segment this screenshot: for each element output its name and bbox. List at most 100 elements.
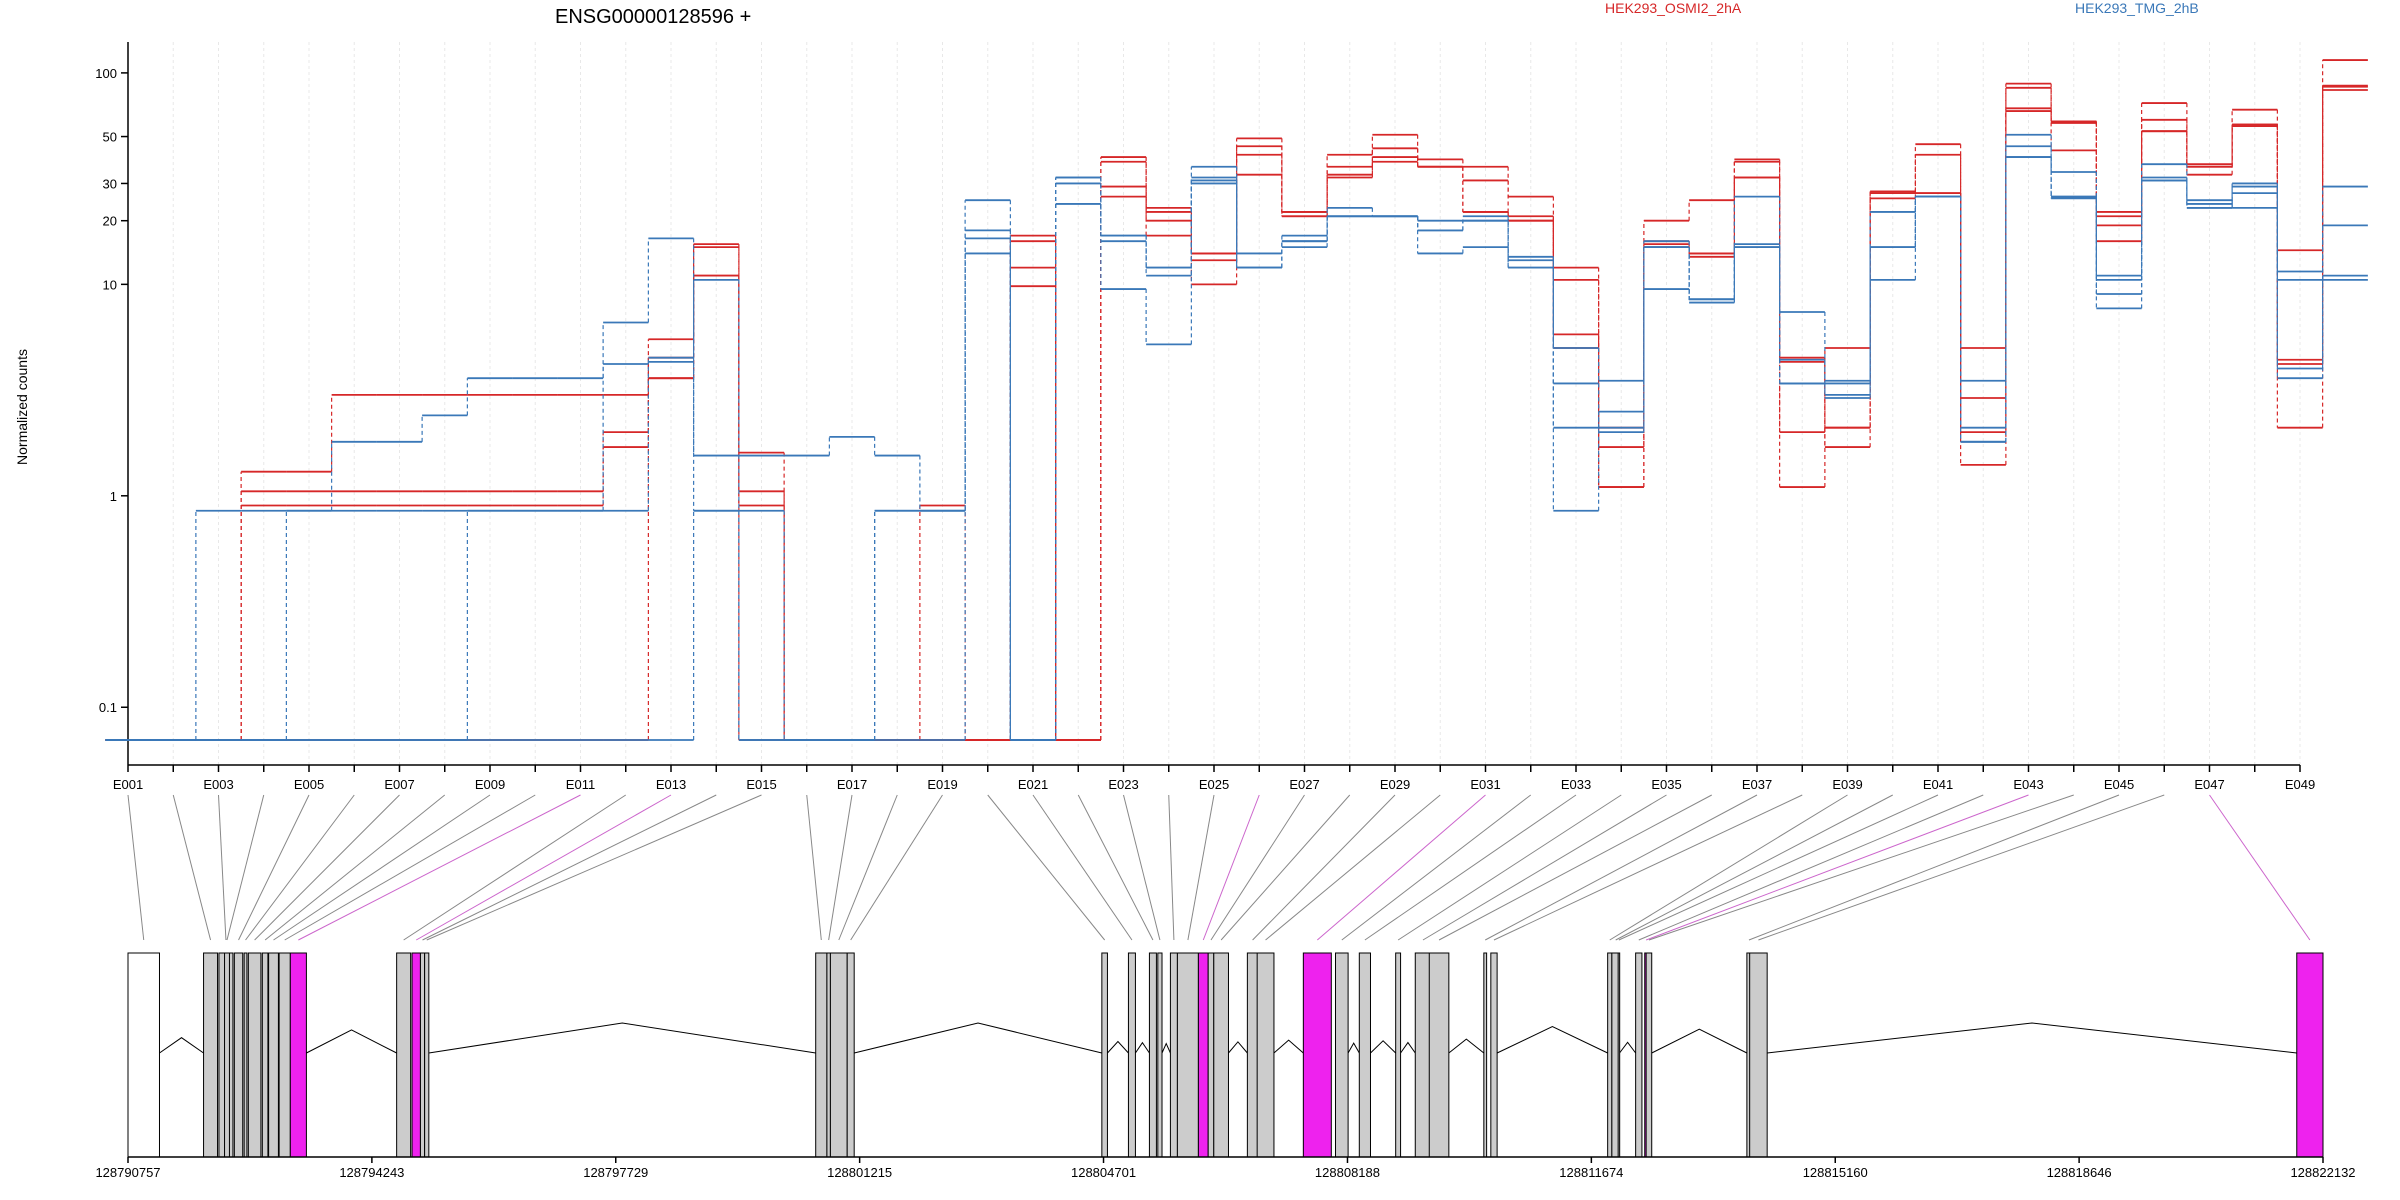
exon-connector xyxy=(850,794,943,941)
exon-label: E037 xyxy=(1742,777,1772,792)
exon-label: E021 xyxy=(1018,777,1048,792)
exon-box xyxy=(815,952,828,1158)
exon-connector xyxy=(1484,794,1758,941)
gene-model xyxy=(127,952,2324,1158)
exon-label: E013 xyxy=(656,777,686,792)
exon-connector xyxy=(828,794,853,941)
x-axis: E001 E003 E005 E007 E009 E011 E013 E015 E017 E019… xyxy=(113,764,2315,792)
series xyxy=(105,156,2368,741)
coord-label: 128804701 xyxy=(1071,1165,1136,1180)
coord-label: 128822132 xyxy=(2290,1165,2355,1180)
exon-box xyxy=(233,952,244,1158)
coord-label: 128790757 xyxy=(95,1165,160,1180)
exon-connector xyxy=(1220,794,1351,941)
exon-box xyxy=(1749,952,1768,1158)
exon-box xyxy=(289,952,307,1158)
exon-box xyxy=(2296,952,2324,1158)
exon-connector xyxy=(1615,794,1893,941)
exon-connector xyxy=(245,794,355,941)
intron xyxy=(1107,1040,1129,1054)
intron xyxy=(1651,1028,1748,1054)
y-tick-label: 100 xyxy=(95,66,117,81)
exon-label: E019 xyxy=(927,777,957,792)
exon-box xyxy=(1148,952,1157,1158)
exon-connector xyxy=(1645,794,2029,941)
exon-box xyxy=(829,952,848,1158)
exon-box xyxy=(261,952,269,1158)
exon-box xyxy=(1335,952,1349,1158)
genomic-coordinate-axis: 128790757 128794243 128797729 128801215 1288… xyxy=(95,1156,2356,1180)
exon-connector xyxy=(403,794,627,941)
exon-box xyxy=(1256,952,1275,1158)
exon-box xyxy=(1358,952,1371,1158)
exon-connector xyxy=(1638,794,1984,941)
intron xyxy=(1135,1041,1150,1054)
exon-box xyxy=(243,952,248,1158)
exon-box xyxy=(1157,952,1163,1158)
exon-label: E039 xyxy=(1832,777,1862,792)
exon-connector xyxy=(426,794,762,941)
exon-box xyxy=(1395,952,1402,1158)
intron xyxy=(1619,1041,1637,1054)
series-lines xyxy=(105,59,2368,741)
exon-connector xyxy=(838,794,898,941)
intron xyxy=(1448,1038,1485,1054)
intron xyxy=(159,1037,204,1054)
exon-box xyxy=(396,952,412,1158)
exon-connector xyxy=(1758,794,2165,941)
y-tick-label: 10 xyxy=(103,277,117,292)
intron xyxy=(1400,1041,1416,1054)
exon-box xyxy=(1607,952,1613,1158)
exon-connector xyxy=(2209,794,2311,941)
exon-connector xyxy=(1123,794,1161,941)
exon-box xyxy=(1213,952,1229,1158)
intron xyxy=(1273,1039,1304,1054)
coord-label: 128815160 xyxy=(1803,1165,1868,1180)
exon-label: E023 xyxy=(1108,777,1138,792)
intron xyxy=(1228,1041,1248,1054)
exon-box xyxy=(278,952,291,1158)
series xyxy=(105,156,2368,741)
exon-label: E003 xyxy=(203,777,233,792)
exon-box xyxy=(1428,952,1450,1158)
y-tick-label: 1 xyxy=(110,489,117,504)
exon-connector xyxy=(1202,794,1260,941)
coord-label: 128801215 xyxy=(827,1165,892,1180)
exon-label: E049 xyxy=(2285,777,2315,792)
exon-connector xyxy=(987,794,1106,941)
intron xyxy=(1496,1026,1608,1054)
exon-connector xyxy=(1252,794,1396,941)
exon-connector xyxy=(1210,794,1305,941)
exon-connector xyxy=(264,794,446,941)
exon-label: E031 xyxy=(1470,777,1500,792)
legend-osmi2-2ha: HEK293_OSMI2_2hA xyxy=(1605,0,1742,16)
exon-label: E033 xyxy=(1561,777,1591,792)
exon-label: E047 xyxy=(2194,777,2224,792)
coord-label: 128794243 xyxy=(339,1165,404,1180)
exon-box xyxy=(1169,952,1178,1158)
exon-connector xyxy=(1077,794,1154,941)
intron xyxy=(1347,1042,1360,1054)
chart-title: ENSG00000128596 + xyxy=(555,6,751,28)
exon-box xyxy=(846,952,855,1158)
exon-connector xyxy=(422,794,717,941)
exon-label: E015 xyxy=(746,777,776,792)
exon-label: E005 xyxy=(294,777,324,792)
coord-label: 128808188 xyxy=(1315,1165,1380,1180)
exon-box xyxy=(1127,952,1136,1158)
intron xyxy=(1161,1042,1171,1054)
exon-connector xyxy=(238,794,310,941)
exon-connector xyxy=(226,794,265,941)
exon-box xyxy=(1414,952,1432,1158)
exon-connector xyxy=(218,794,227,941)
exon-box xyxy=(1617,952,1621,1158)
exon-label: E045 xyxy=(2104,777,2134,792)
intron xyxy=(306,1029,397,1054)
exon-box xyxy=(411,952,421,1158)
exon-label: E027 xyxy=(1289,777,1319,792)
exon-label: E043 xyxy=(2013,777,2043,792)
exon-box xyxy=(1176,952,1199,1158)
exon-connector xyxy=(1187,794,1215,941)
exon-connector xyxy=(1422,794,1667,941)
